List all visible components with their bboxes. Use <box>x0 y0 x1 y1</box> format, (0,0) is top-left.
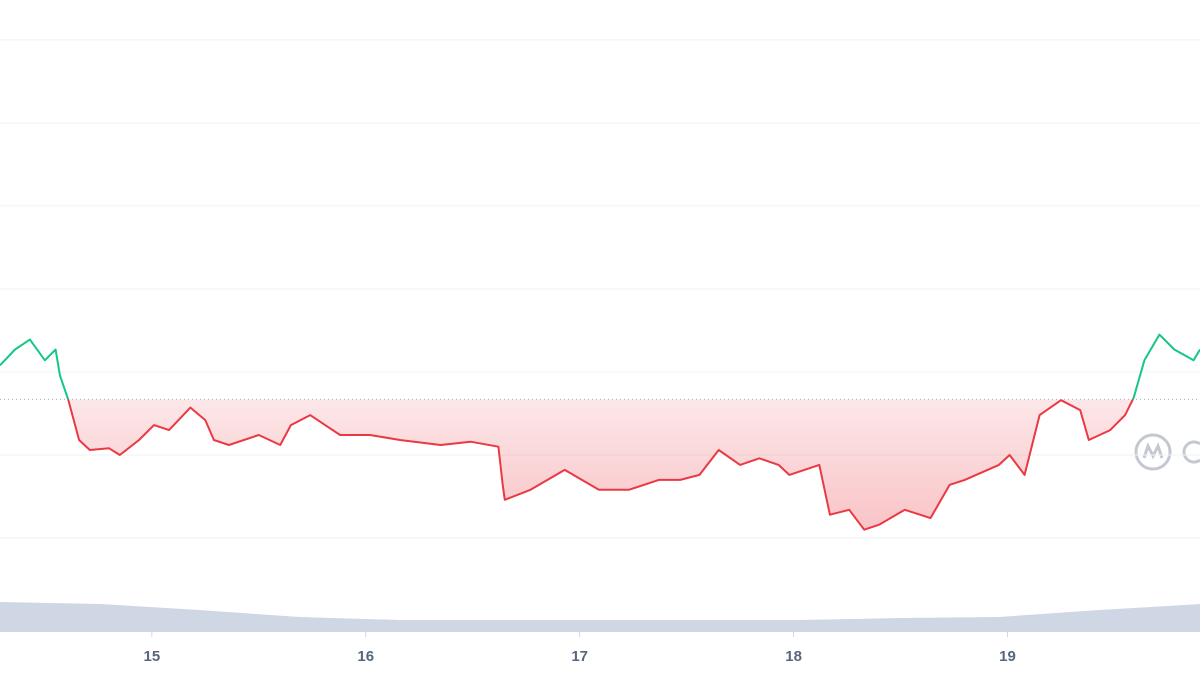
x-tick-label: 17 <box>571 648 588 665</box>
x-tick-label: 15 <box>144 648 161 665</box>
down-area <box>0 399 1200 530</box>
x-tick-label: 16 <box>357 648 374 665</box>
x-tick-label: 18 <box>785 648 802 665</box>
volume-area <box>0 602 1200 632</box>
line-down <box>67 399 1135 531</box>
x-tick-label: 19 <box>999 648 1016 665</box>
watermark <box>1134 433 1200 471</box>
